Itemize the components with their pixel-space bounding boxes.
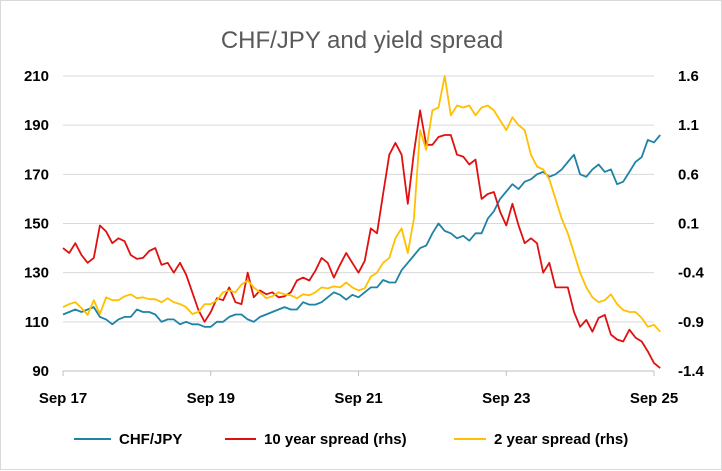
y-left-tick-label: 90: [32, 363, 49, 380]
y-right-tick-label: -0.9: [678, 314, 704, 331]
legend-label: 10 year spread (rhs): [264, 431, 407, 448]
y-right-tick-label: 1.1: [678, 117, 699, 134]
series-chf-jpy: [62, 134, 661, 328]
series-10-year-spread: [62, 109, 661, 369]
y-right-tick-label: 1.6: [678, 68, 699, 85]
series-2-year-spread: [62, 75, 661, 333]
gridlines: [63, 75, 654, 372]
series-layer: [62, 75, 661, 369]
chart-title: CHF/JPY and yield spread: [221, 27, 503, 54]
x-tick-label: Sep 17: [39, 390, 87, 407]
x-tick-label: Sep 25: [630, 390, 678, 407]
x-tick-label: Sep 21: [334, 390, 382, 407]
legend-label: CHF/JPY: [119, 431, 182, 448]
y-left-tick-label: 150: [24, 216, 49, 233]
y-left-tick-label: 190: [24, 117, 49, 134]
x-tick-label: Sep 19: [187, 390, 235, 407]
y-right-tick-label: -1.4: [678, 363, 705, 380]
y-left-tick-label: 170: [24, 166, 49, 183]
legend-label: 2 year spread (rhs): [494, 431, 628, 448]
y-right-tick-label: 0.1: [678, 216, 699, 233]
x-tick-label: Sep 23: [482, 390, 530, 407]
y-right-tick-label: -0.4: [678, 265, 705, 282]
y-right-tick-label: 0.6: [678, 166, 699, 183]
y-left-tick-label: 110: [25, 314, 49, 331]
legend: CHF/JPY 10 year spread (rhs) 2 year spread…: [74, 431, 628, 448]
axes: 90 110 130 150 170 190 210 -1.4 -0.9 -0.4 0.1 0.6 1.…: [24, 68, 705, 407]
y-left-tick-label: 210: [24, 68, 49, 85]
y-left-tick-label: 130: [24, 265, 49, 282]
